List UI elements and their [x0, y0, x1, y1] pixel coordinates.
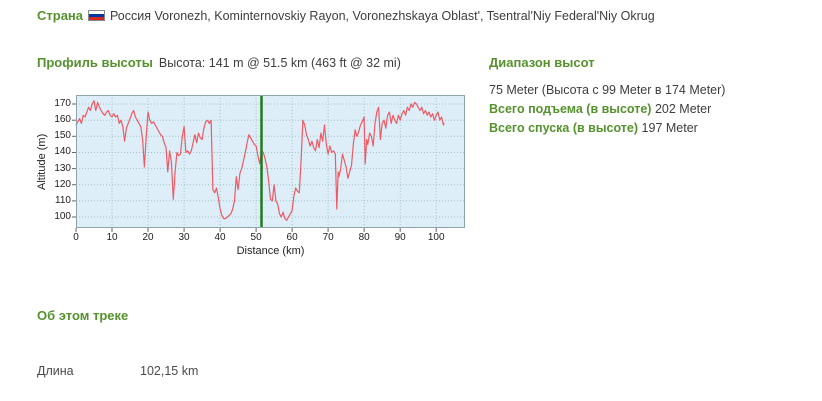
range-text: 75 Meter (Высота с 99 Meter в 174 Meter): [489, 83, 726, 97]
profile-header: Профиль высоты Высота: 141 m @ 51.5 km (…: [37, 55, 401, 70]
x-tick-label: 40: [214, 232, 226, 243]
country-row: Страна Россия Voronezh, Kominternovskiy …: [37, 8, 655, 23]
elevation-range-panel: Диапазон высот 75 Meter (Высота с 99 Met…: [489, 55, 819, 138]
ascent-line: Всего подъема (в высоте) 202 Meter: [489, 100, 819, 119]
x-tick-label: 60: [286, 232, 298, 243]
x-tick-label: 70: [322, 232, 334, 243]
flag-stripe-bottom: [89, 17, 105, 20]
about-heading: Об этом треке: [37, 308, 129, 323]
length-row: Длина 102,15 km: [37, 364, 198, 378]
y-tick-label: 100: [54, 211, 71, 223]
x-tick-label: 30: [178, 232, 190, 243]
ascent-label: Всего подъема (в высоте): [489, 102, 652, 116]
country-value: Россия Voronezh, Kominternovskiy Rayon, …: [110, 8, 655, 23]
russia-flag-icon: [88, 10, 106, 21]
range-heading: Диапазон высот: [489, 55, 595, 70]
y-tick-label: 130: [54, 162, 71, 174]
descent-label: Всего спуска (в высоте): [489, 121, 639, 135]
flag-stripe-middle: [89, 14, 105, 17]
x-tick-label: 10: [106, 232, 118, 243]
x-tick-label: 100: [427, 232, 445, 243]
ascent-value: 202 Meter: [654, 102, 712, 116]
x-tick-label: 50: [250, 232, 262, 243]
y-tick-label: 110: [55, 194, 71, 206]
elevation-chart: Altitude (m) 100 110 120 130 140 150 160 170 0 10…: [36, 90, 487, 265]
y-tick-label: 170: [54, 98, 71, 110]
descent-line: Всего спуска (в высоте) 197 Meter: [489, 119, 819, 138]
x-tick-label: 0: [73, 232, 79, 243]
x-tick-label: 80: [358, 232, 370, 243]
y-tick-label: 140: [54, 146, 71, 158]
y-tick-label: 120: [54, 178, 71, 190]
length-label: Длина: [37, 364, 74, 378]
y-tick-label: 150: [54, 130, 71, 142]
descent-value: 197 Meter: [641, 121, 698, 135]
flag-stripe-top: [89, 11, 105, 14]
x-tick-label: 90: [394, 232, 406, 243]
elevation-plot-svg[interactable]: [72, 95, 465, 232]
x-axis-title: Distance (km): [236, 245, 305, 257]
country-label: Страна: [37, 8, 84, 23]
x-tick-label: 20: [142, 232, 154, 243]
y-tick-label: 160: [54, 114, 71, 126]
length-value: 102,15 km: [140, 364, 199, 378]
profile-current-position: Высота: 141 m @ 51.5 km (463 ft @ 32 mi): [158, 56, 401, 70]
profile-heading: Профиль высоты: [37, 55, 153, 70]
